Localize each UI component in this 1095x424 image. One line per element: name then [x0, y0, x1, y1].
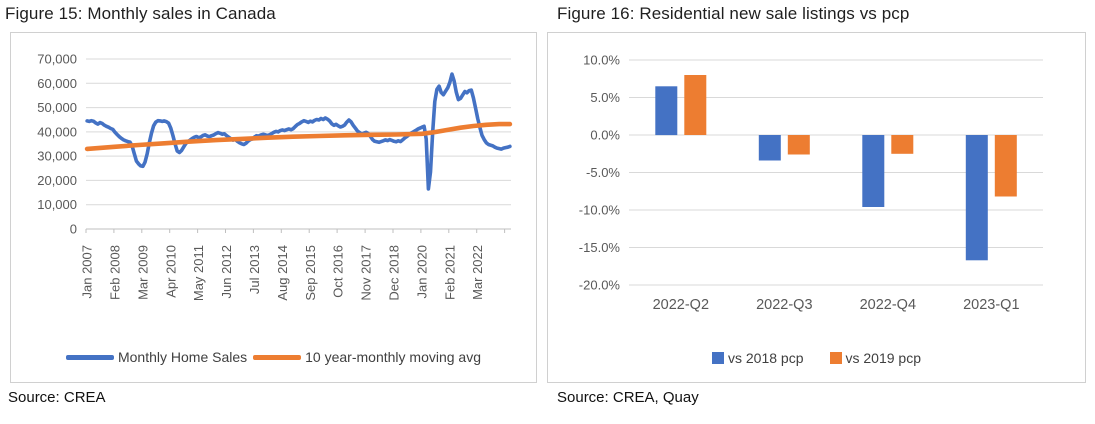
y-tick-label: 70,000 — [37, 52, 77, 67]
y-tick-label: 0.0% — [590, 128, 620, 143]
fig15-legend: Monthly Home Sales 10 year-monthly movin… — [11, 349, 536, 365]
moving-avg-label: 10 year-monthly moving avg — [305, 349, 482, 365]
x-tick-label: Jul 2013 — [247, 245, 262, 294]
fig15-legend-item-avg: 10 year-monthly moving avg — [253, 349, 481, 365]
y-tick-label: 30,000 — [37, 149, 77, 164]
fig16-legend-item-2019: vs 2019 pcp — [829, 350, 922, 366]
x-tick-label: Jun 2012 — [219, 245, 234, 299]
x-tick-label: May 2011 — [191, 245, 206, 301]
category-label: 2022-Q3 — [756, 297, 812, 313]
x-tick-label: Jan 2020 — [414, 245, 429, 299]
bar-2022-Q4-vs2018 — [862, 135, 885, 207]
x-tick-label: Jan 2007 — [80, 245, 95, 299]
y-tick-label: 5.0% — [590, 90, 620, 105]
monthly-home-sales-label: Monthly Home Sales — [117, 349, 248, 365]
fig15-legend-item-sales: Monthly Home Sales — [65, 349, 248, 365]
bar-2022-Q3-vs2019 — [787, 135, 810, 155]
figure15-panel: 0 10,000 20,000 30,000 40,000 50,000 60,000 70,… — [10, 32, 537, 383]
bar-2022-Q2-vs2019 — [684, 75, 707, 135]
figure16-panel: 10.0% 5.0% 0.0% -5.0% -10.0% -15.0% -20.0% 2022… — [547, 32, 1086, 383]
vs-2018-pcp-swatch — [712, 352, 724, 364]
figure16-title: Figure 16: Residential new sale listings… — [557, 4, 910, 23]
fig16-source: Source: CREA, Quay — [557, 389, 699, 406]
x-tick-label: Feb 2021 — [442, 245, 457, 300]
x-tick-label: Nov 2017 — [359, 245, 374, 301]
y-tick-label: -5.0% — [586, 165, 620, 180]
monthly-home-sales-line — [85, 72, 512, 191]
vs-2019-pcp-label: vs 2019 pcp — [845, 350, 922, 366]
y-tick-label: 10.0% — [583, 53, 620, 68]
category-label: 2023-Q1 — [963, 297, 1019, 313]
fig16-legend-item-2018: vs 2018 pcp — [712, 350, 804, 366]
bar-2023-Q1-vs2018 — [965, 135, 988, 261]
vs-2019-pcp-swatch — [829, 352, 842, 364]
fig16-legend: vs 2018 pcp vs 2019 pcp — [548, 350, 1085, 366]
bar-2023-Q1-vs2019 — [994, 135, 1017, 197]
fig16-chart-svg: 10.0% 5.0% 0.0% -5.0% -10.0% -15.0% -20.0% 2022… — [579, 53, 1043, 313]
y-tick-label: 40,000 — [37, 124, 77, 139]
fig15-chart-svg: 0 10,000 20,000 30,000 40,000 50,000 60,000 70,… — [37, 52, 513, 301]
moving-avg-line — [84, 121, 513, 152]
moving-avg-swatch — [253, 354, 302, 360]
category-label: 2022-Q4 — [860, 297, 916, 313]
x-tick-label: Sep 2015 — [303, 245, 318, 301]
y-tick-label: -10.0% — [579, 203, 621, 218]
x-tick-label: Dec 2018 — [387, 245, 402, 301]
y-tick-label: -15.0% — [579, 240, 621, 255]
x-tick-label: Mar 2009 — [135, 245, 150, 300]
bar-2022-Q2-vs2018 — [655, 86, 678, 136]
bar-2022-Q4-vs2019 — [891, 135, 914, 154]
x-tick-label: Aug 2014 — [275, 245, 290, 301]
x-tick-label: Oct 2016 — [331, 245, 346, 298]
x-tick-label: Feb 2008 — [108, 245, 123, 300]
figure15-title: Figure 15: Monthly sales in Canada — [5, 4, 276, 23]
y-tick-label: 60,000 — [37, 76, 77, 91]
bar-2022-Q3-vs2018 — [758, 135, 781, 161]
y-tick-label: 10,000 — [37, 197, 77, 212]
x-tick-label: Mar 2022 — [470, 245, 485, 300]
monthly-home-sales-swatch — [65, 354, 114, 360]
fig15-source: Source: CREA — [8, 389, 106, 406]
y-tick-label: 20,000 — [37, 173, 77, 188]
y-tick-label: 50,000 — [37, 100, 77, 115]
category-label: 2022-Q2 — [653, 297, 709, 313]
x-tick-label: Apr 2010 — [163, 245, 178, 298]
vs-2018-pcp-label: vs 2018 pcp — [728, 350, 804, 366]
y-tick-label: 0 — [70, 222, 77, 237]
y-tick-label: -20.0% — [579, 278, 621, 293]
